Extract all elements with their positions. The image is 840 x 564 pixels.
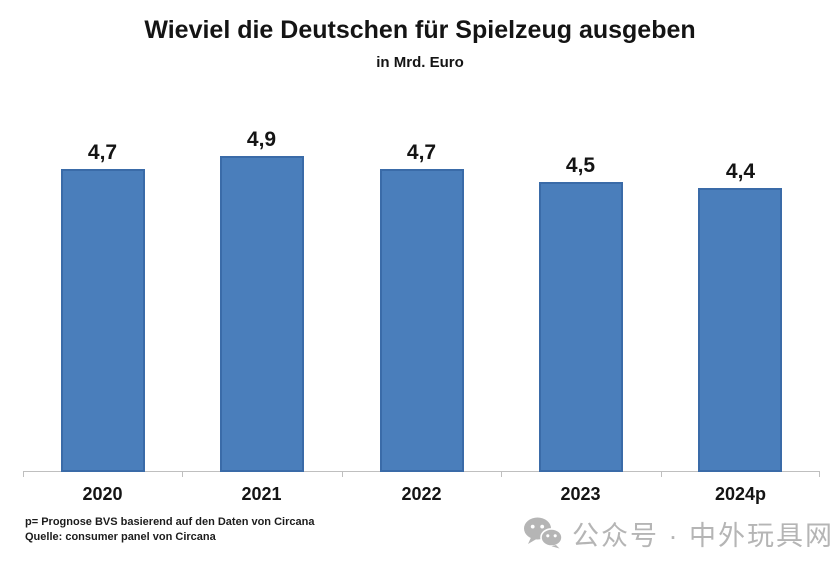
- x-axis-tick: [182, 472, 183, 477]
- x-axis-tick: [819, 472, 820, 477]
- watermark: 公众号 · 中外玩具网: [523, 511, 834, 555]
- bar-value-label-2022: 4,7: [406, 141, 437, 164]
- x-axis-tick: [661, 472, 662, 477]
- chart-title: Wieviel die Deutschen für Spielzeug ausg…: [144, 16, 696, 44]
- x-axis-tick: [342, 472, 343, 477]
- x-axis-label-2024p: 2024p: [714, 484, 767, 504]
- x-axis-label-2020: 2020: [82, 484, 123, 504]
- x-axis-label-2022: 2022: [401, 484, 442, 504]
- footnote-quelle: Quelle: consumer panel von Circana: [25, 531, 216, 543]
- wechat-icon: [523, 517, 563, 549]
- footnote-prognose: p= Prognose BVS basierend auf den Daten …: [25, 516, 315, 528]
- x-axis-tick: [501, 472, 502, 477]
- bar-2022: [380, 169, 464, 472]
- bar-2020: [61, 169, 145, 472]
- plot-area: 4,7 2020 4,9 2021 4,7 2022 4,5 2023 4,4 2024p: [23, 128, 820, 504]
- chart-footnotes: p= Prognose BVS basierend auf den Daten …: [25, 515, 314, 545]
- x-axis-label-2021: 2021: [241, 484, 282, 504]
- bar-value-label-2023: 4,5: [565, 154, 596, 177]
- bar-2024p: [698, 188, 782, 472]
- watermark-text: 公众号 · 中外玩具网: [572, 520, 834, 551]
- bar-2021: [220, 156, 304, 472]
- bar-value-label-2024p: 4,4: [725, 160, 756, 183]
- bar-value-label-2021: 4,9: [246, 128, 277, 151]
- x-axis-tick: [23, 472, 24, 477]
- bar-2023: [539, 182, 623, 472]
- chart-subtitle: in Mrd. Euro: [376, 54, 464, 71]
- bar-value-label-2020: 4,7: [87, 141, 118, 164]
- x-axis-label-2023: 2023: [560, 484, 601, 504]
